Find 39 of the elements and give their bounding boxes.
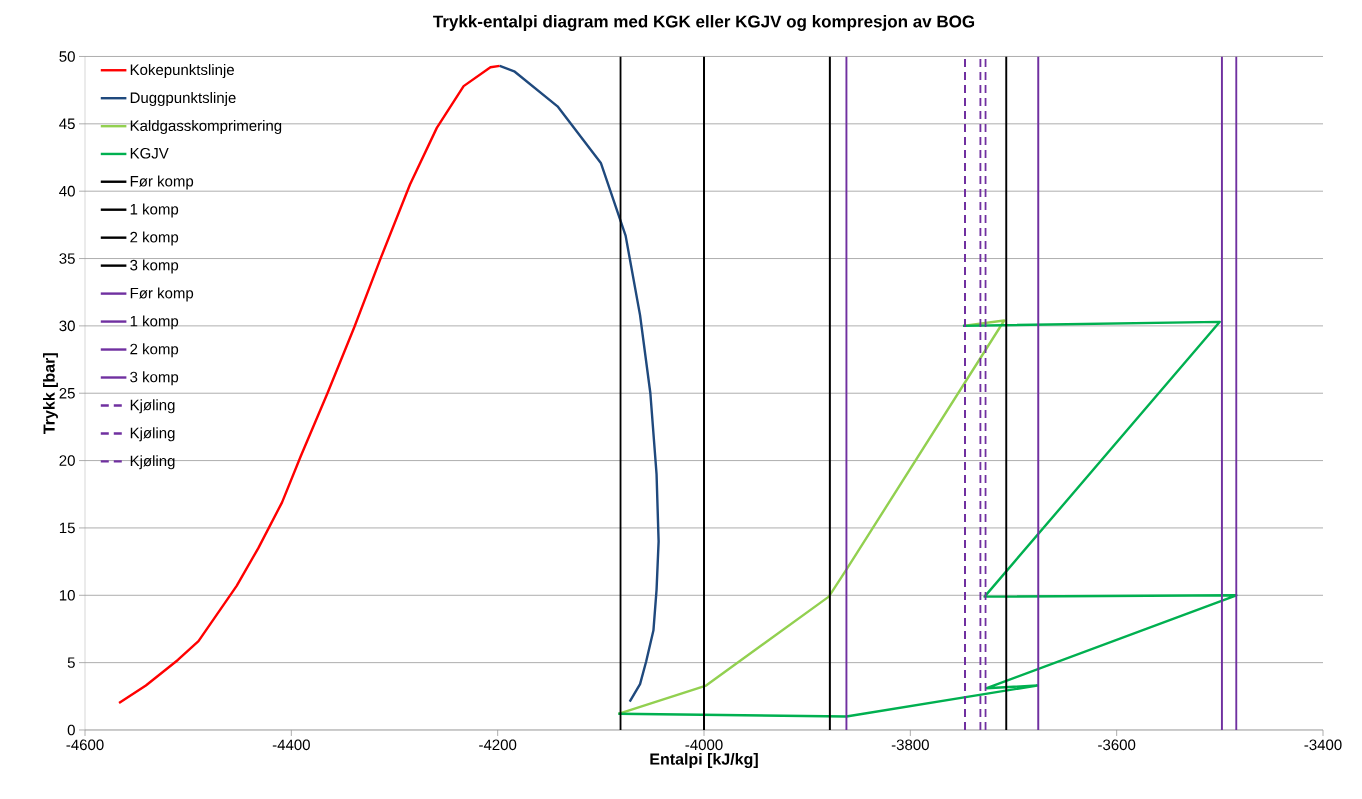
y-axis-title: Trykk [bar] [43, 353, 58, 434]
x-tick-label: -4000 [685, 739, 723, 751]
y-tick-label: 30 [59, 320, 75, 332]
legend-label: Kjøling [130, 427, 175, 442]
chart-title: Trykk-entalpi diagram med KGK eller KGJV og kompresjon av BOG [433, 15, 975, 31]
y-tick-label: 50 [59, 51, 75, 62]
legend-label: 2 komp [130, 343, 179, 358]
legend-label: KGJV [130, 147, 169, 159]
legend-label: Før komp [130, 175, 194, 190]
x-tick-label: -3600 [1098, 739, 1136, 751]
x-tick-label: -4200 [479, 739, 517, 751]
legend-label: Kjøling [130, 455, 175, 470]
y-tick-label: 45 [59, 118, 75, 130]
legend-label: 1 komp [130, 203, 179, 218]
y-tick-label: 15 [59, 522, 75, 534]
y-tick-label: 35 [59, 253, 75, 264]
y-tick-label: 10 [59, 589, 75, 601]
y-tick-label: 40 [59, 185, 75, 197]
legend-label: Kaldgasskomprimering [130, 120, 282, 134]
legend-label: 3 komp [130, 371, 179, 386]
line-series [117, 64, 501, 705]
legend-label: Kjøling [130, 399, 175, 414]
legend-label: Kokepunktslinje [130, 64, 234, 79]
legend-label: Før komp [130, 287, 194, 302]
x-tick-label: -4600 [66, 739, 104, 751]
y-tick-label: 5 [67, 657, 75, 668]
y-tick-label: 20 [59, 455, 75, 466]
y-tick-label: 0 [67, 724, 75, 736]
x-tick-label: -3400 [1304, 739, 1342, 751]
legend-label: 1 komp [130, 315, 179, 330]
x-axis-title: Entalpi [kJ/kg] [650, 753, 758, 768]
line-series [498, 64, 660, 703]
x-tick-label: -3800 [891, 739, 929, 751]
x-tick-label: -4400 [272, 739, 310, 751]
line-series [617, 320, 1238, 718]
legend-label: 2 komp [130, 231, 179, 246]
legend-label: 3 komp [130, 259, 179, 274]
legend-label: Duggpunktslinje [130, 92, 236, 106]
y-tick-label: 25 [59, 387, 75, 399]
